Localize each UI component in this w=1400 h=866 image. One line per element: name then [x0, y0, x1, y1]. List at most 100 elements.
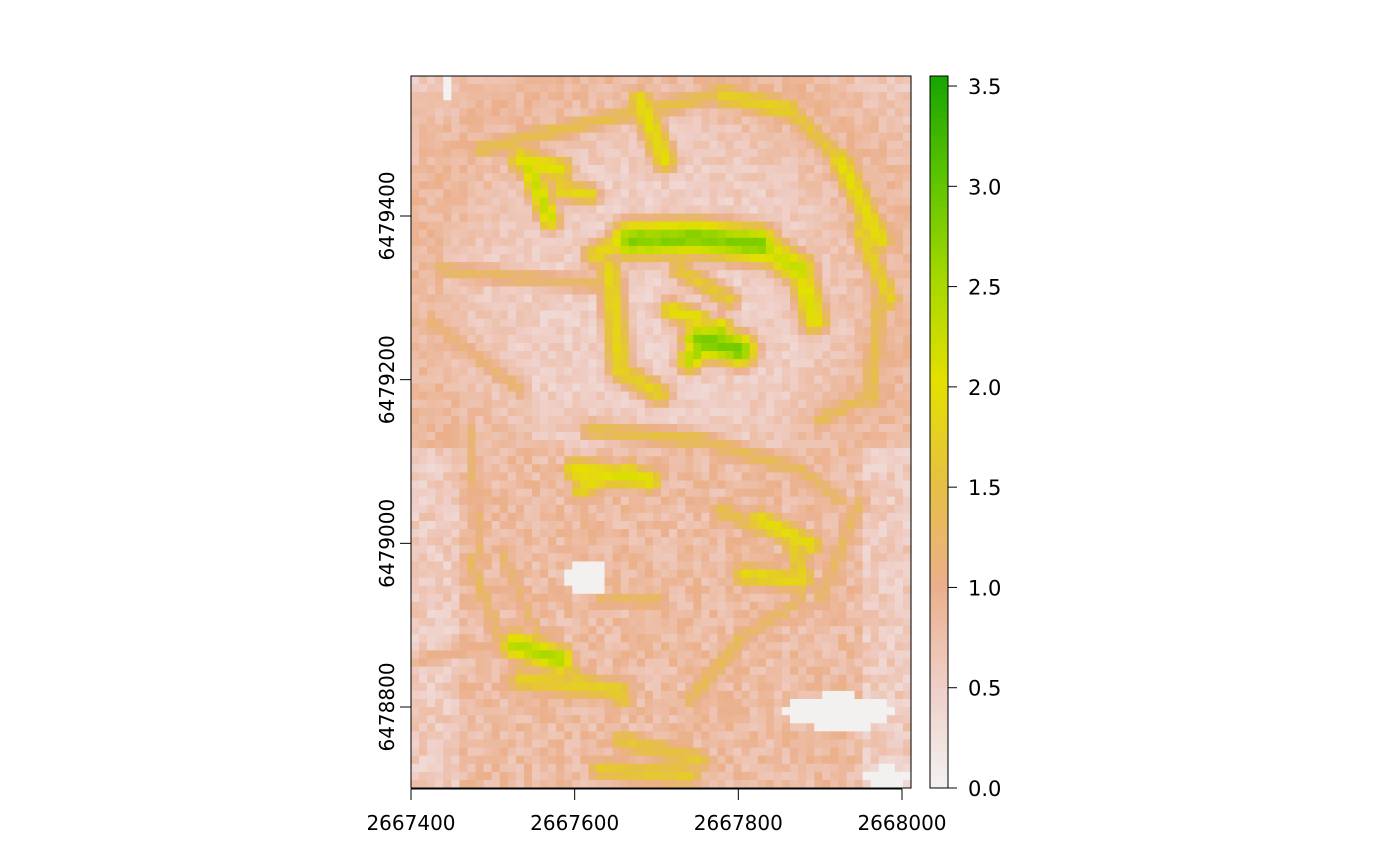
raster-cell: [459, 423, 469, 433]
raster-cell: [411, 480, 420, 490]
raster-cell: [596, 472, 606, 482]
raster-cell: [612, 577, 622, 587]
raster-cell: [427, 407, 436, 417]
raster-cell: [862, 399, 872, 409]
raster-cell: [483, 326, 493, 336]
raster-cell: [531, 375, 541, 385]
raster-cell: [652, 480, 662, 490]
raster-cell: [531, 229, 541, 239]
raster-cell: [427, 116, 436, 126]
raster-cell: [419, 245, 428, 255]
raster-cell: [862, 448, 872, 457]
raster-cell: [507, 480, 517, 490]
raster-cell: [814, 634, 823, 643]
raster-cell: [669, 585, 678, 595]
raster-cell: [540, 634, 549, 643]
raster-cell: [846, 618, 856, 627]
raster-cell: [491, 181, 501, 190]
raster-cell: [427, 553, 436, 563]
raster-cell: [644, 650, 654, 660]
raster-cell: [540, 124, 549, 134]
raster-cell: [733, 254, 743, 263]
raster-cell: [894, 116, 904, 126]
raster-cell: [781, 690, 791, 700]
raster-cell: [741, 254, 751, 263]
raster-cell: [499, 577, 509, 587]
raster-cell: [725, 278, 735, 287]
raster-cell: [902, 682, 912, 692]
raster-cell: [894, 715, 904, 724]
raster-cell: [556, 674, 565, 684]
raster-cell: [814, 488, 823, 498]
raster-cell: [540, 650, 549, 660]
raster-cell: [669, 213, 678, 223]
raster-cell: [838, 488, 848, 498]
raster-cell: [717, 415, 727, 425]
raster-cell: [620, 343, 630, 352]
raster-cell: [411, 569, 420, 579]
raster-cell: [540, 383, 549, 393]
raster-cell: [612, 237, 622, 247]
raster-cell: [564, 173, 573, 182]
raster-cell: [854, 472, 864, 482]
raster-cell: [669, 723, 678, 732]
raster-cell: [878, 375, 888, 385]
raster-cell: [604, 84, 614, 93]
raster-cell: [733, 351, 743, 360]
raster-cell: [507, 658, 517, 668]
raster-cell: [741, 205, 751, 215]
raster-cell: [596, 407, 606, 417]
raster-cell: [749, 480, 759, 490]
raster-cell: [894, 626, 904, 635]
raster-cell: [870, 407, 880, 417]
raster-cell: [806, 181, 815, 190]
raster-cell: [814, 165, 823, 174]
raster-cell: [548, 229, 557, 239]
raster-cell: [886, 100, 896, 109]
raster-cell: [733, 448, 743, 457]
raster-cell: [902, 618, 912, 627]
raster-cell: [483, 715, 493, 724]
raster-cell: [620, 512, 630, 522]
raster-cell: [531, 626, 541, 635]
raster-cell: [677, 181, 686, 190]
raster-cell: [443, 173, 452, 182]
raster-cell: [636, 343, 646, 352]
raster-cell: [564, 156, 573, 166]
raster-cell: [725, 432, 735, 441]
raster-cell: [790, 440, 799, 449]
raster-cell: [652, 76, 662, 85]
raster-cell: [636, 690, 646, 700]
raster-cell: [838, 140, 848, 150]
raster-cell: [878, 221, 888, 231]
raster-cell: [741, 593, 751, 603]
raster-cell: [491, 699, 501, 708]
raster-cell: [886, 156, 896, 166]
raster-cell: [523, 197, 533, 207]
raster-cell: [467, 569, 477, 579]
raster-cell: [781, 213, 791, 223]
raster-cell: [620, 213, 630, 223]
raster-cell: [757, 383, 767, 393]
raster-cell: [467, 76, 477, 85]
raster-cell: [588, 92, 598, 101]
raster-cell: [499, 399, 509, 409]
raster-cell: [540, 197, 549, 207]
raster-cell: [677, 690, 686, 700]
raster-cell: [661, 92, 670, 101]
raster-cell: [741, 326, 751, 336]
raster-cell: [894, 674, 904, 684]
raster-cell: [806, 343, 815, 352]
raster-cell: [636, 601, 646, 611]
raster-cell: [894, 601, 904, 611]
raster-cell: [773, 318, 783, 328]
raster-cell: [870, 391, 880, 401]
raster-cell: [644, 521, 654, 530]
raster-cell: [781, 553, 791, 563]
raster-cell: [765, 561, 775, 571]
raster-cell: [790, 189, 799, 198]
raster-cell: [862, 165, 872, 174]
raster-cell: [733, 545, 743, 554]
raster-cell: [580, 723, 590, 732]
raster-cell: [838, 569, 848, 579]
